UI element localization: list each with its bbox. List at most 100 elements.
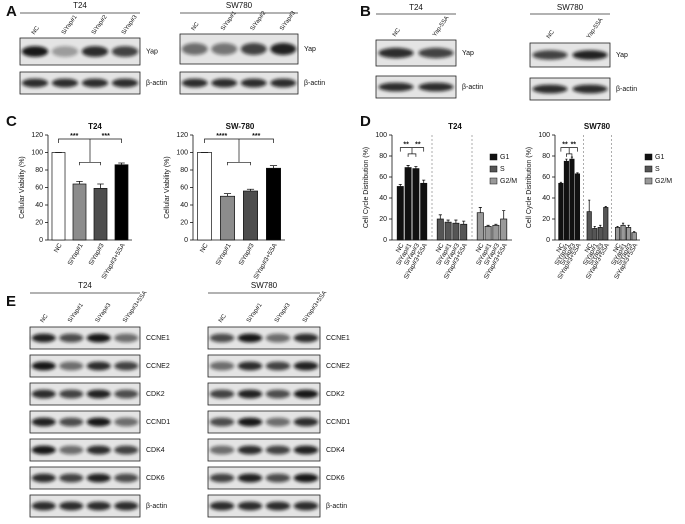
error-bar [398,183,402,187]
error-bar [422,179,426,184]
blot-band [237,361,263,371]
blot-band [265,333,291,343]
bar [420,182,428,241]
error-bar [118,162,125,165]
bar [460,223,468,241]
error-bar [599,224,602,228]
lane-label: NC [191,21,201,32]
blot-band [31,445,56,455]
legend-label: G2/M [500,178,517,185]
blot-band [237,473,263,483]
panel-label: B [360,3,371,20]
blot-membrane [207,326,321,350]
blot-band [21,78,49,88]
x-tick-label: NC [435,242,446,254]
y-axis-label: Cellular Viability (%) [19,156,26,219]
bar [243,190,258,241]
error-bar [486,224,490,227]
significance-label: ** [571,141,577,148]
blot-title: T24 [73,1,87,10]
y-tick-label: 60 [542,174,550,181]
blot-title: T24 [78,281,92,290]
blot-band [31,361,56,371]
chart-title: SW780 [584,122,611,131]
x-tick-label: NC [199,242,210,254]
bar [574,173,581,241]
blot-membrane [29,466,141,490]
band-label: CDK2 [146,391,165,398]
x-tick-label: NC [395,242,406,254]
y-tick-label: 100 [31,149,43,156]
blot-membrane [207,438,321,462]
blot-band [31,389,56,399]
legend-label: G1 [655,154,664,161]
blot-membrane [207,494,321,518]
blot-band [59,333,84,343]
error-bar [621,222,625,226]
blot-band [181,78,208,88]
y-tick-label: 20 [542,216,550,223]
significance-label: ** [403,141,409,148]
bar [266,167,281,241]
bar [597,227,603,241]
legend-swatch [644,165,653,173]
lane-label: SiYap#2 [91,14,109,36]
bar [563,160,569,241]
blot-band [86,445,111,455]
blot-membrane [375,75,457,99]
bar [51,152,66,241]
error-bar [565,158,568,162]
blot-band [209,445,235,455]
y-axis-label: Cellular Viability (%) [164,156,171,219]
blot-band [240,78,267,88]
blot-band [293,473,319,483]
error-bar [570,156,574,160]
y-tick-label: 60 [35,184,43,191]
band-label: β-actin [326,503,347,510]
band-label: Yap [146,48,158,55]
blot-band [293,501,319,511]
blot-band [31,501,56,511]
blot-band [293,361,319,371]
blot-band [59,389,84,399]
lane-label: SiYap#1 [246,302,264,324]
x-tick-label: SiYap#3 [88,242,106,267]
blot-title: SW780 [251,281,278,290]
chart-title: SW-780 [226,122,255,131]
significance-label: *** [70,133,78,140]
significance-label: **** [216,133,227,140]
error-bar [494,223,498,226]
y-tick-label: 100 [538,132,550,139]
bar [500,218,508,241]
band-label: Yap [304,46,316,53]
error-bar [223,193,232,197]
error-bar [414,166,418,169]
y-tick-label: 100 [375,132,387,139]
y-axis-label: Cell Cycle Distribution (%) [363,147,370,228]
blot-band [532,50,568,60]
blot-band [81,46,109,57]
error-bar [406,165,410,168]
lane-label: SiYap#3 [95,302,113,324]
bar [436,218,444,241]
band-label: CDK2 [326,391,345,398]
y-tick-label: 0 [383,237,387,244]
blot-band [265,417,291,427]
bar [484,226,492,241]
blot-band [293,333,319,343]
y-tick-label: 0 [39,237,43,244]
blot-band [86,501,111,511]
bar [220,195,235,241]
bar [626,227,632,241]
band-label: Yap [616,52,628,59]
bar [631,232,637,241]
lane-label: Yap-5SA [432,15,450,38]
bar [620,224,626,241]
blot-membrane [29,438,141,462]
panel-label: E [6,293,16,310]
bar [93,188,108,241]
lane-label: SiYap#3 [274,302,292,324]
bar [586,211,592,241]
blot-band [31,333,56,343]
